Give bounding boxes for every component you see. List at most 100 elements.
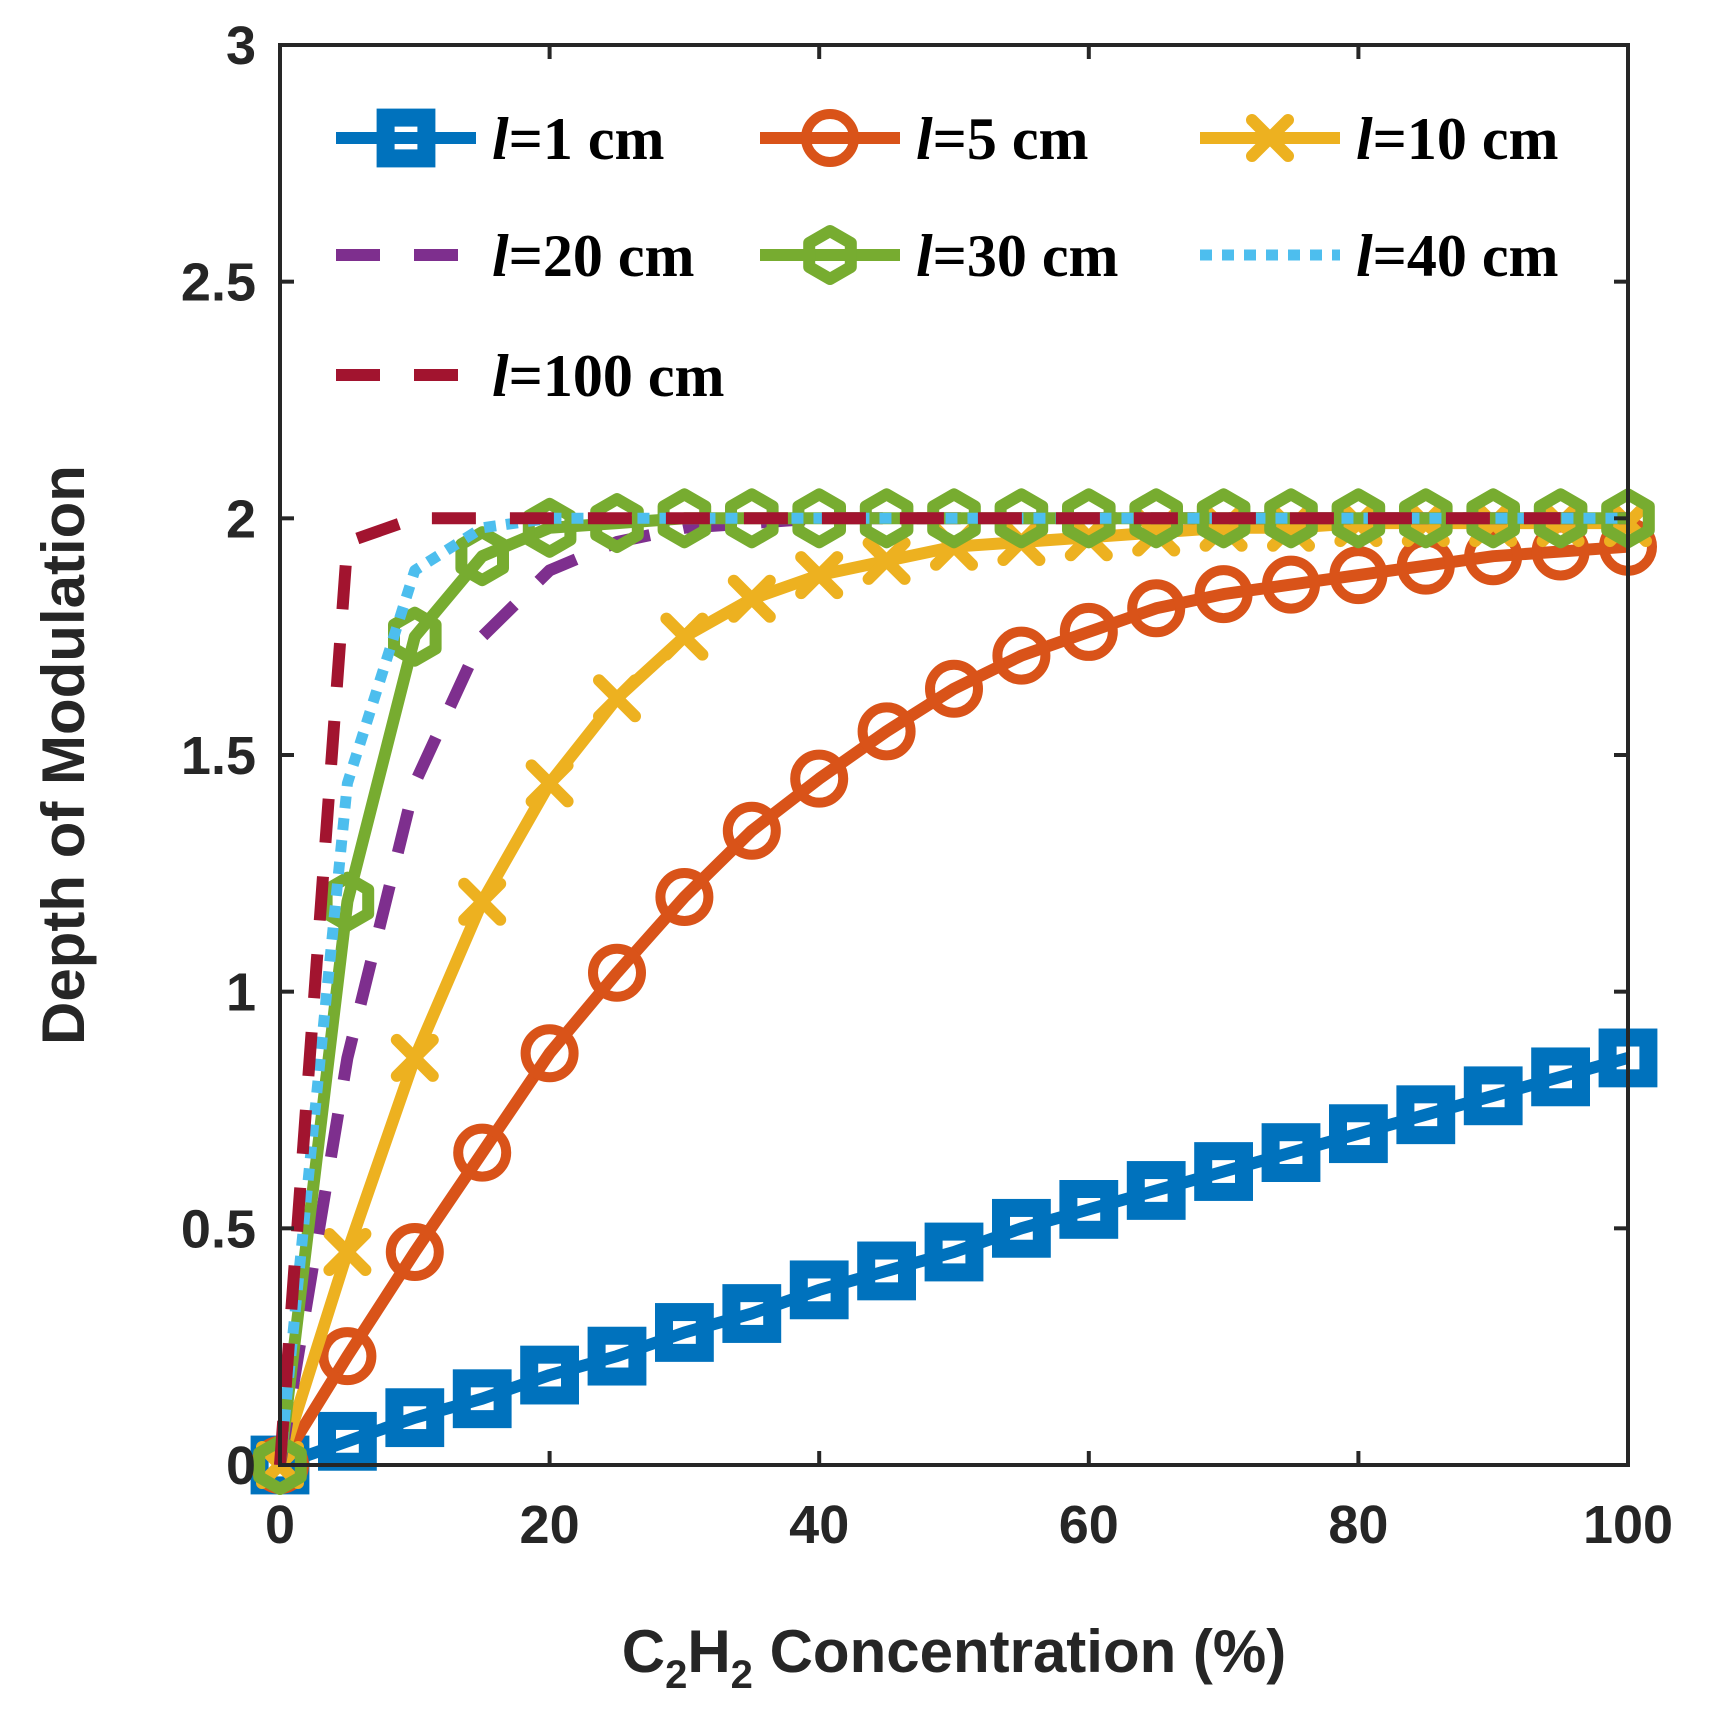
data-point [1463,1066,1523,1126]
data-point [1194,565,1253,624]
y-tick-label: 2.5 [181,253,256,313]
x-tick-label: 100 [1583,1495,1673,1555]
data-point [924,1222,984,1282]
series-line [274,512,1561,1466]
data-point [593,674,641,723]
x-axis-title-rest: Concentration (%) [753,1618,1286,1685]
legend-label-value: =40 cm [1373,223,1559,289]
data-point [660,612,709,661]
data-point [590,493,644,554]
legend-label-value: =20 cm [509,223,695,289]
data-point [520,1024,579,1083]
legend-swatch-marker [803,225,857,285]
legend-label: l=40 cm [1356,223,1558,289]
data-point [1466,488,1520,549]
data-point [1264,488,1318,549]
y-tick-label: 2 [226,489,256,549]
legend-label: l=10 cm [1356,106,1558,172]
data-point [727,574,776,623]
data-point [862,536,911,585]
legend-label: l=5 cm [916,106,1088,172]
data-point [792,488,846,549]
legend: l=1 cm l=5 cm l=10 cml=20 cm l=30 cm l=40 cm… [336,106,1558,409]
data-point [1329,1104,1388,1164]
legend-label-variable: l [1356,223,1373,289]
legend-item-4: l=20 cm [336,223,694,289]
data-point [1531,1047,1590,1107]
legend-item-7: l=100 cm [336,343,724,409]
data-point [655,1303,714,1362]
data-point [588,943,646,1002]
data-point [992,626,1051,685]
y-tick-label: 1.5 [181,726,256,786]
legend-swatch-marker [1246,114,1294,162]
legend-label-value: =5 cm [933,106,1089,172]
data-point [722,801,781,860]
data-point [390,1033,439,1082]
y-axis-title: Depth of Modulation [30,465,97,1045]
legend-label-variable: l [1356,106,1373,172]
data-point [1533,488,1588,549]
x-tick-label: 20 [520,1495,580,1555]
legend-label-value: =10 cm [1373,106,1559,172]
legend-label-value: =1 cm [509,106,665,172]
data-point [318,1411,377,1471]
data-point [1329,546,1388,605]
data-point [725,488,779,549]
data-point [1194,1142,1253,1201]
series-line [274,512,1628,1466]
data-point [388,606,442,667]
legend-item-5: l=30 cm [760,223,1118,289]
data-point [994,488,1049,549]
data-point [925,659,983,718]
tick-layer: 0 20 40 60 80 100 0 0.5 1 1.5 2 2.5 3 [181,16,1673,1555]
data-point [1062,488,1116,549]
data-point [1129,488,1183,549]
data-point [1126,1161,1186,1220]
series-layer [250,488,1658,1495]
legend-label-variable: l [492,343,509,409]
y-tick-label: 0.5 [181,1199,256,1259]
data-point [790,749,849,808]
legend-item-3: l=10 cm [1200,106,1558,172]
legend-label: l=100 cm [492,343,724,409]
legend-label: l=20 cm [492,223,694,289]
legend-label: l=30 cm [916,223,1118,289]
data-point [1196,488,1251,549]
data-point [1261,1123,1321,1182]
legend-label-variable: l [492,106,509,172]
data-point [857,702,916,761]
x-tick-label: 80 [1328,1495,1388,1555]
data-point [857,1241,917,1301]
data-point [455,526,509,587]
x-axis-title-h: H [687,1618,730,1685]
data-point [385,1388,445,1448]
legend-item-1: l=1 cm [336,106,664,172]
data-point [1399,488,1453,549]
x-tick-label: 0 [265,1495,295,1555]
data-point [452,1369,512,1429]
data-point [318,1327,377,1386]
data-point [520,1345,580,1405]
y-tick-label: 1 [226,963,256,1023]
data-point [722,1284,782,1343]
x-tick-label: 60 [1059,1495,1119,1555]
data-point [1059,1180,1119,1239]
legend-item-6: l=40 cm [1200,223,1558,289]
data-point [1396,1085,1456,1145]
x-axis-title-c: C [622,1618,665,1685]
x-axis-title-sub1: 2 [665,1653,687,1697]
data-point [927,488,981,549]
data-point [458,877,507,926]
legend-label-value: =100 cm [509,343,725,409]
legend-swatch-marker [801,109,859,167]
legend-label-value: =30 cm [933,223,1119,289]
data-point [323,1228,372,1276]
series-6 [274,512,1628,1466]
legend-label-variable: l [916,223,933,289]
data-point [587,1326,647,1386]
data-point [1059,602,1118,661]
data-point [859,488,914,549]
data-point [1331,488,1386,549]
data-point [385,1223,444,1281]
